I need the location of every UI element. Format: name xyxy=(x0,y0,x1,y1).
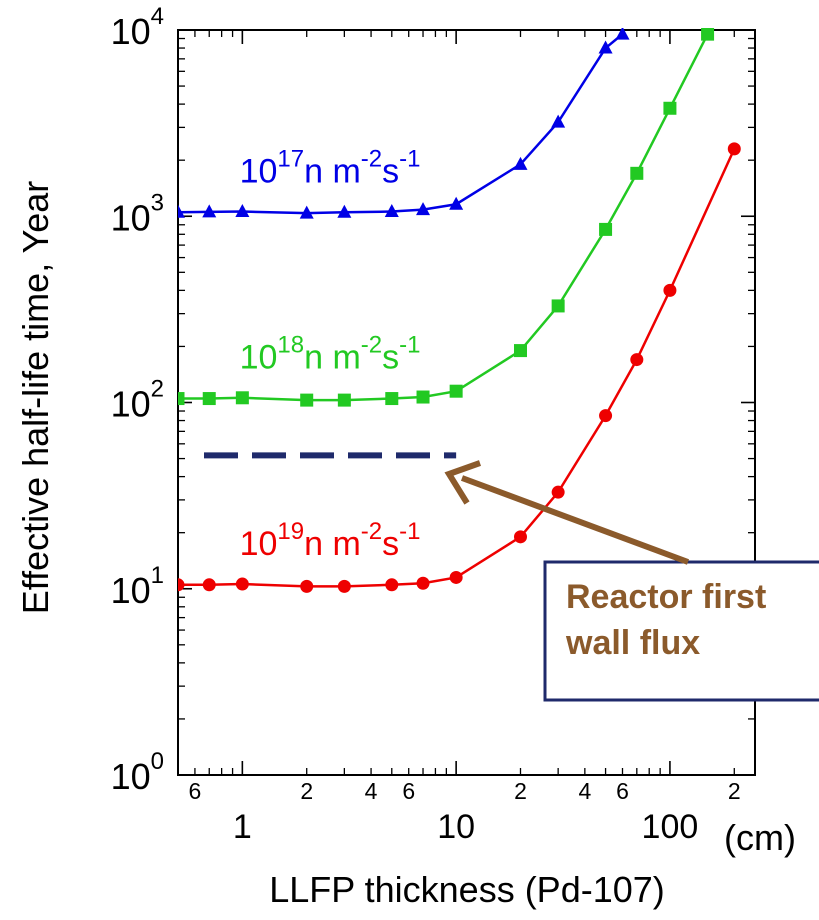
data-point-square xyxy=(235,391,249,405)
data-point-triangle xyxy=(299,205,314,219)
data-point-circle xyxy=(599,409,613,423)
x-axis-title: LLFP thickness (Pd-107) xyxy=(269,869,665,910)
x-minor-tick-label: 4 xyxy=(578,778,591,804)
series-layer xyxy=(178,28,741,593)
data-point-square xyxy=(630,166,644,180)
data-point-circle xyxy=(513,530,527,544)
data-point-triangle xyxy=(513,156,528,170)
x-minor-tick-label: 6 xyxy=(616,778,629,804)
data-point-square xyxy=(551,299,565,313)
annotation-layer xyxy=(204,452,819,702)
series-line-3 xyxy=(178,148,736,588)
data-point-circle xyxy=(551,485,565,499)
data-point-triangle xyxy=(337,204,352,218)
y-axis-title: Effective half-life time, Year xyxy=(15,181,56,615)
data-point-triangle xyxy=(449,196,464,210)
y-tick-label: 100 xyxy=(111,748,164,797)
data-point-circle xyxy=(416,576,430,590)
data-point-square xyxy=(300,393,314,407)
data-point-triangle xyxy=(384,204,399,218)
x-major-tick-label: 100 xyxy=(642,808,699,846)
series-line-1 xyxy=(178,33,624,215)
y-tick-label: 104 xyxy=(111,3,164,52)
data-point-circle xyxy=(300,579,314,593)
data-point-square xyxy=(663,101,677,115)
annotation-arrowhead xyxy=(444,460,482,505)
data-point-triangle xyxy=(178,204,185,218)
x-minor-tick-label: 2 xyxy=(728,778,741,804)
x-minor-tick-label: 6 xyxy=(189,778,202,804)
annotation-arrow-shaft xyxy=(460,475,690,565)
data-point-triangle xyxy=(615,28,630,40)
data-point-circle xyxy=(449,570,463,584)
data-point-triangle xyxy=(202,204,217,218)
x-minor-tick-label: 6 xyxy=(402,778,415,804)
y-tick-label: 103 xyxy=(111,189,164,238)
annotation-text-line2: wall flux xyxy=(566,624,701,662)
annotation-box xyxy=(543,560,819,702)
x-minor-tick-label: 4 xyxy=(365,778,378,804)
data-point-square xyxy=(513,344,527,358)
data-point-circle xyxy=(202,578,216,592)
data-point-square xyxy=(701,28,715,41)
series-clip-group xyxy=(178,28,741,593)
x-major-tick-label: 10 xyxy=(437,808,475,846)
x-major-tick-label: 1 xyxy=(233,808,252,846)
data-point-triangle xyxy=(416,202,431,216)
data-point-square xyxy=(416,390,430,404)
data-point-circle xyxy=(337,579,351,593)
data-point-circle xyxy=(235,577,249,591)
y-tick-label: 101 xyxy=(111,562,164,611)
data-point-triangle xyxy=(598,40,613,54)
data-point-circle xyxy=(663,283,677,297)
data-point-circle xyxy=(727,142,741,156)
data-point-square xyxy=(385,392,399,406)
series-label-2: 1018n m-2s-1 xyxy=(240,332,421,377)
y-tick-label: 102 xyxy=(111,376,164,425)
data-point-square xyxy=(178,392,185,406)
data-point-square xyxy=(202,392,216,406)
annotation-text-line1: Reactor first xyxy=(566,578,767,616)
data-point-square xyxy=(337,393,351,407)
series-line-2 xyxy=(178,33,709,402)
data-point-circle xyxy=(178,578,185,592)
series-label-3: 1019n m-2s-1 xyxy=(240,518,421,563)
data-point-circle xyxy=(630,353,644,367)
x-axis-unit: (cm) xyxy=(724,817,796,858)
series-label-1: 1017n m-2s-1 xyxy=(240,145,421,190)
data-point-circle xyxy=(385,578,399,592)
data-point-square xyxy=(599,222,613,236)
x-minor-tick-label: 2 xyxy=(514,778,527,804)
data-point-triangle xyxy=(235,204,250,218)
data-point-triangle xyxy=(551,114,566,128)
x-minor-tick-label: 2 xyxy=(300,778,313,804)
data-point-square xyxy=(449,384,463,398)
